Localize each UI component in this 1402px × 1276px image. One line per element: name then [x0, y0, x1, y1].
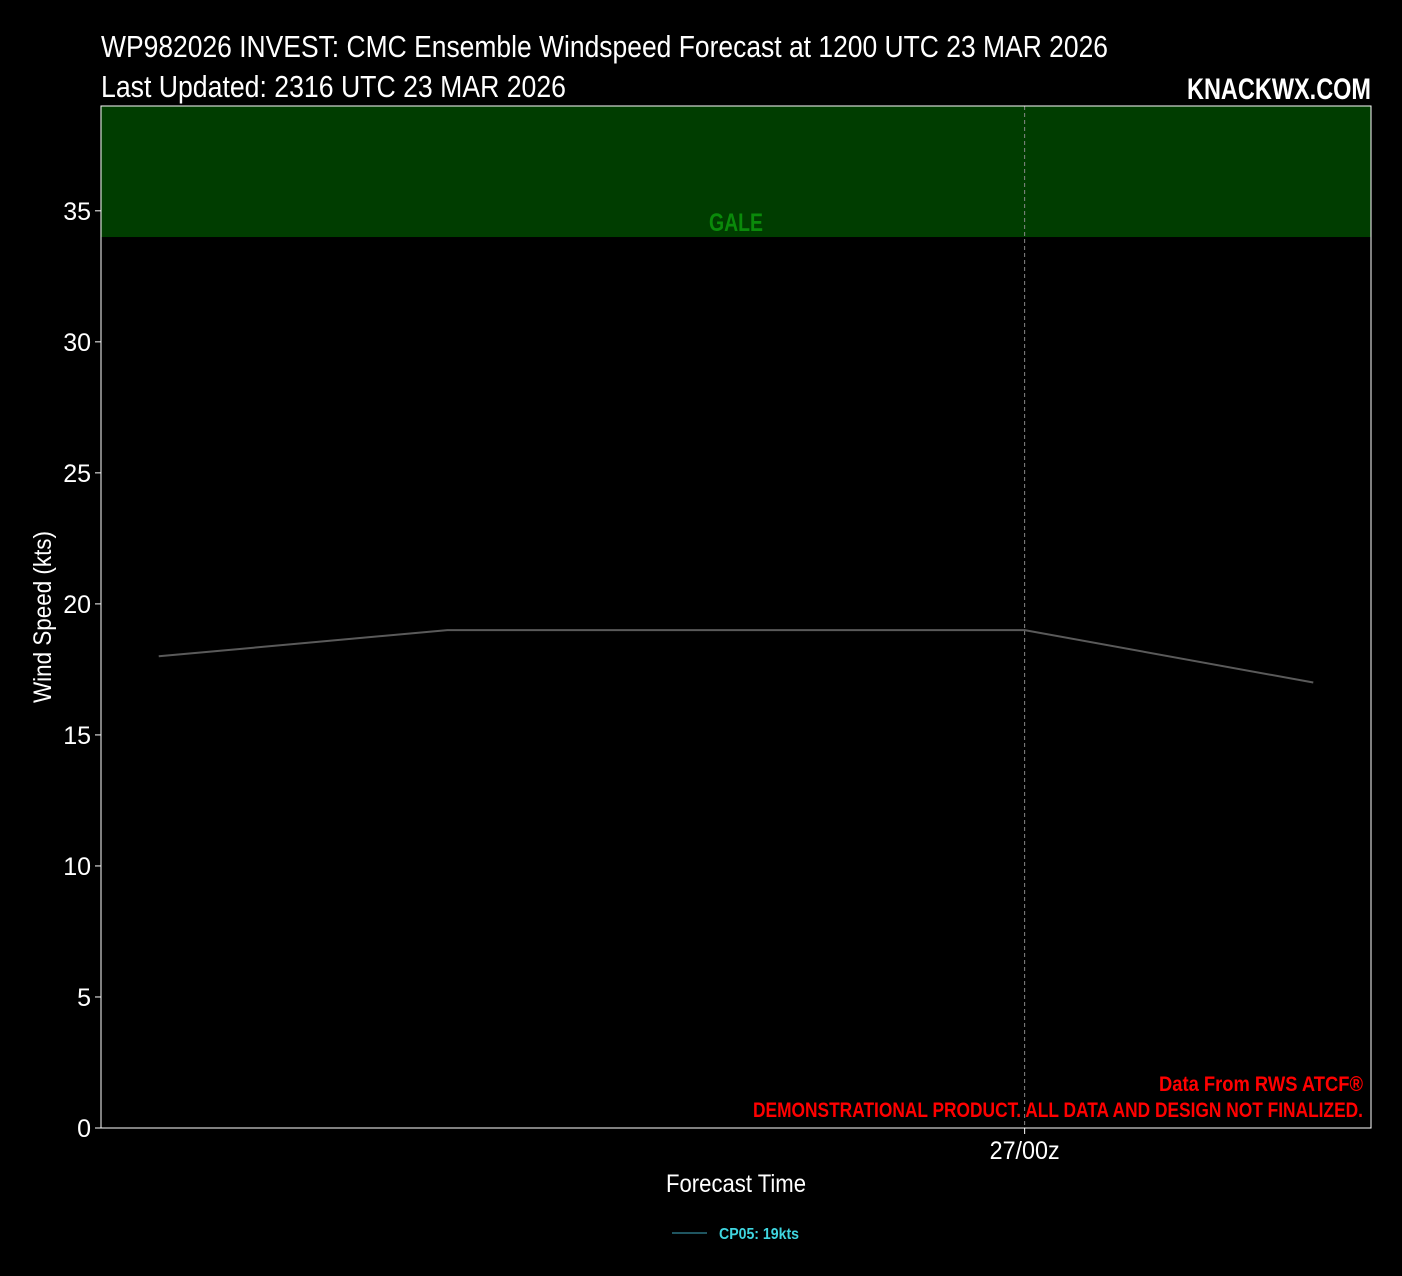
y-axis-label: Wind Speed (kts): [29, 531, 57, 703]
brand: KNACKWX.COM: [1187, 73, 1371, 106]
y-tick-label: 30: [63, 329, 91, 357]
y-tick-label: 0: [77, 1115, 91, 1143]
x-tick-label: 27/00z: [990, 1137, 1060, 1165]
plot-frame: [100, 105, 1372, 1129]
series-line: [158, 629, 1314, 684]
y-tick-label: 35: [63, 198, 91, 226]
annotation: DEMONSTRATIONAL PRODUCT. ALL DATA AND DE…: [753, 1099, 1363, 1122]
y-tick-label: 25: [63, 460, 91, 488]
y-tick-label: 20: [63, 591, 91, 619]
band-label: GALE: [709, 209, 763, 237]
y-tick-label: 5: [77, 984, 91, 1012]
chart-subtitle: Last Updated: 2316 UTC 23 MAR 2026: [101, 69, 566, 104]
chart-title: WP982026 INVEST: CMC Ensemble Windspeed …: [101, 29, 1108, 64]
legend-label: CP05: 19kts: [719, 1226, 799, 1243]
annotation: Data From RWS ATCF®: [1159, 1073, 1363, 1096]
gale-band: [101, 106, 1371, 238]
y-tick-label: 10: [63, 853, 91, 881]
x-axis-label: Forecast Time: [666, 1170, 806, 1198]
y-tick-label: 15: [63, 722, 91, 750]
